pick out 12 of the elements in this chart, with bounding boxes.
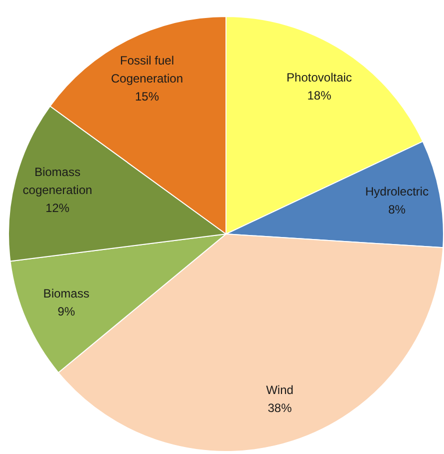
data-label: 15% [134,89,160,104]
slice-label: Wind [266,382,294,397]
slice-label: Fossil fuel Cogeneration [110,53,184,86]
data-label: 18% [307,88,332,102]
slice-label: Photovoltaic [286,70,352,84]
data-label: 8% [388,202,406,217]
data-label: 12% [45,201,70,216]
data-label: 9% [58,304,76,318]
slice-label: Hydrolectric [365,184,429,199]
slice-label: Biomass [43,286,90,300]
data-label: 38% [268,400,292,415]
slice-label: Biomass cogeneration [22,165,92,198]
